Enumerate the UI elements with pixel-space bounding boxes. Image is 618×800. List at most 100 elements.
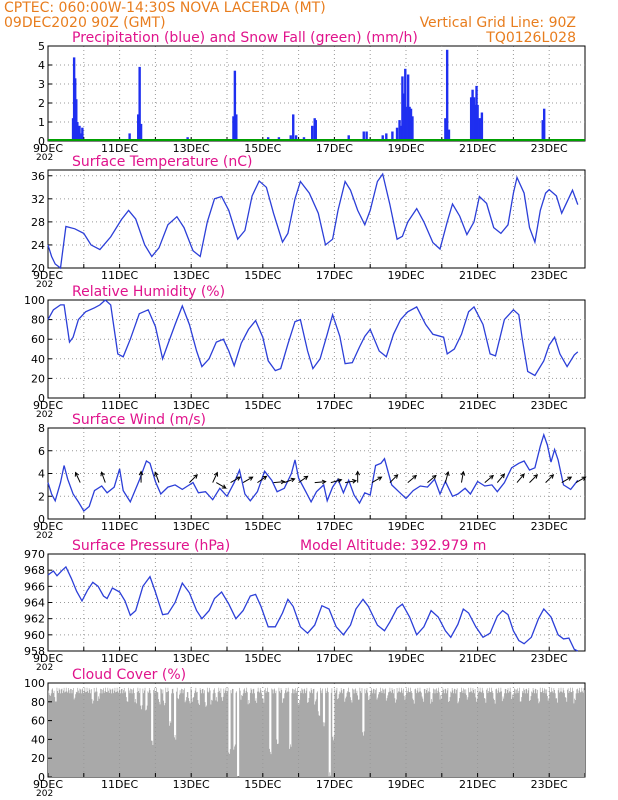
wind-arrow-head <box>221 484 227 489</box>
cloud-title: Cloud Cover (%) <box>72 667 186 683</box>
temp-ytick-label: 32 <box>31 193 45 206</box>
wind-arrow <box>189 474 198 483</box>
precip-xtick-label: 17DEC <box>316 142 353 155</box>
wind-arrow-head <box>412 474 418 480</box>
wind-arrow <box>484 474 494 483</box>
cloud-panel: Cloud Cover (%) 0 20 40 60 80 100 9DEC 11DEC 13DE… <box>24 667 586 799</box>
wind-arrow <box>298 475 309 484</box>
press-ytick-label: 968 <box>24 564 45 577</box>
wind-panel: Surface Wind (m/s) 0 2 4 6 8 9DEC 11DEC 13DEC 15D… <box>33 412 587 541</box>
cloud-xtick-label: 21DEC <box>459 778 496 791</box>
wind-arrow <box>212 471 219 483</box>
wind-arrow-shaft <box>330 479 342 484</box>
wind-ytick-label: 4 <box>38 468 45 481</box>
wind-title: Surface Wind (m/s) <box>72 412 206 428</box>
wind-arrow-head <box>549 474 555 479</box>
wind-arrow <box>100 471 106 483</box>
press-ytick-label: 964 <box>24 597 45 610</box>
precip-bar <box>469 97 473 141</box>
precip-bar <box>79 133 83 141</box>
precip-bar <box>395 127 399 141</box>
rh-xtick-label: 19DEC <box>387 399 424 412</box>
wind-arrow <box>154 471 160 483</box>
wind-arrow-shaft <box>407 475 417 483</box>
temp-xtick-label: 19DEC <box>387 269 424 282</box>
press-xtick-label: 21DEC <box>459 652 496 665</box>
precip-bar <box>401 76 404 141</box>
press-xtick-label: 11DEC <box>101 652 138 665</box>
header-code: TQ0126L028 <box>485 30 576 46</box>
wind-arrow-shaft <box>257 475 267 484</box>
wind-ytick-label: 0 <box>38 513 45 526</box>
press-xtick-label: 19DEC <box>387 652 424 665</box>
press-ytick-label: 970 <box>24 548 45 561</box>
wind-xtick-label: 21DEC <box>459 520 496 533</box>
wind-arrow <box>575 476 587 484</box>
wind-arrow <box>516 473 525 483</box>
precip-bar <box>289 135 292 141</box>
wind-arrow-shaft <box>427 475 437 483</box>
wind-arrow-shaft <box>529 474 538 483</box>
temp-frame <box>47 169 586 269</box>
wind-arrow-head <box>520 473 525 479</box>
temp-xtick-label: 21DEC <box>459 269 496 282</box>
temp-xtick-label: 17DEC <box>316 269 353 282</box>
wind-arrow-shaft <box>284 478 295 484</box>
cloud-xtick-label: 13DEC <box>173 778 210 791</box>
precip-bar <box>480 112 484 141</box>
wind-arrow <box>230 476 242 484</box>
wind-arrow-head <box>355 470 361 476</box>
precip-bar <box>472 97 476 141</box>
wind-arrow-head <box>262 475 268 481</box>
precip-year-label: 202 <box>36 153 53 163</box>
press-xtick-label: 15DEC <box>244 652 281 665</box>
precip-bar <box>391 131 394 141</box>
cloud-ytick-label: 80 <box>31 696 45 709</box>
precip-bar <box>402 93 406 141</box>
wind-arrow <box>242 476 254 484</box>
wind-xtick-label: 15DEC <box>244 520 281 533</box>
precip-bar <box>408 106 411 141</box>
rh-xtick-label: 23DEC <box>531 399 568 412</box>
rh-xtick-label: 17DEC <box>316 399 353 412</box>
wind-arrow-head <box>377 476 383 481</box>
rh-ytick-label: 60 <box>31 333 45 346</box>
temp-xtick-label: 13DEC <box>173 269 210 282</box>
cloud-ytick-label: 40 <box>31 733 45 746</box>
cloud-cover-area <box>48 687 585 777</box>
temp-ytick-label: 20 <box>31 262 45 275</box>
rh-ytick-label: 20 <box>31 372 45 385</box>
cloud-xtick-label: 11DEC <box>101 778 138 791</box>
wind-line <box>47 432 579 512</box>
panels: Precipitation (blue) and Snow Fall (gree… <box>24 30 587 799</box>
wind-arrow-head <box>154 471 159 477</box>
wind-arrow-shaft <box>216 482 227 489</box>
press-ytick-label: 962 <box>24 613 45 626</box>
press-ytick-label: 960 <box>24 629 45 642</box>
wind-arrow-head <box>236 476 242 481</box>
press-xtick-label: 23DEC <box>531 652 568 665</box>
precip-bar <box>137 114 140 141</box>
wind-arrow-shaft <box>575 476 586 484</box>
precip-bar <box>233 70 237 141</box>
wind-arrow-head <box>352 478 358 484</box>
wind-arrow-head <box>431 474 437 480</box>
wind-arrow-shaft <box>460 471 464 483</box>
wind-arrow-head <box>489 474 494 480</box>
precip-bar <box>78 125 81 141</box>
press-ytick-label: 966 <box>24 580 45 593</box>
cloud-xtick-label: 19DEC <box>387 778 424 791</box>
precip-ytick-label: 4 <box>38 59 45 72</box>
rh-ytick-label: 0 <box>38 392 45 405</box>
wind-arrow-head <box>138 470 144 476</box>
temp-ytick-label: 28 <box>31 216 45 229</box>
precip-title: Precipitation (blue) and Snow Fall (gree… <box>72 30 418 46</box>
wind-arrow-shaft <box>230 476 241 484</box>
rh-xtick-label: 11DEC <box>101 399 138 412</box>
wind-arrow <box>138 470 144 483</box>
wind-xtick-label: 13DEC <box>173 520 210 533</box>
rh-xtick-label: 15DEC <box>244 399 281 412</box>
precip-bar <box>347 135 350 141</box>
precip-ytick-label: 3 <box>38 78 45 91</box>
